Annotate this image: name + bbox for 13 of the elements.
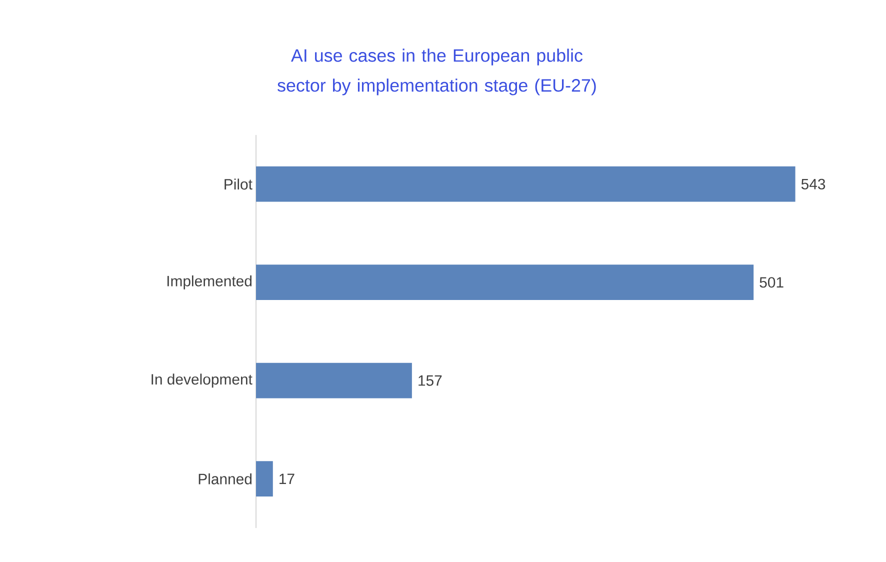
data-label: 157 bbox=[418, 375, 442, 386]
bar bbox=[256, 461, 273, 497]
data-label: 501 bbox=[760, 277, 784, 288]
bar bbox=[256, 264, 754, 300]
y-tick-label: In development bbox=[152, 374, 252, 388]
y-tick-label: Planned bbox=[198, 473, 252, 484]
data-label: 543 bbox=[801, 178, 826, 190]
chart-title: AI use cases in the European public sector by implementation stage (EU-27) bbox=[278, 48, 596, 96]
data-label: 17 bbox=[280, 474, 294, 484]
y-tick-label: Pilot bbox=[224, 178, 252, 190]
y-tick-label: Implemented bbox=[167, 275, 252, 290]
bar bbox=[256, 362, 412, 398]
bar bbox=[256, 166, 796, 202]
